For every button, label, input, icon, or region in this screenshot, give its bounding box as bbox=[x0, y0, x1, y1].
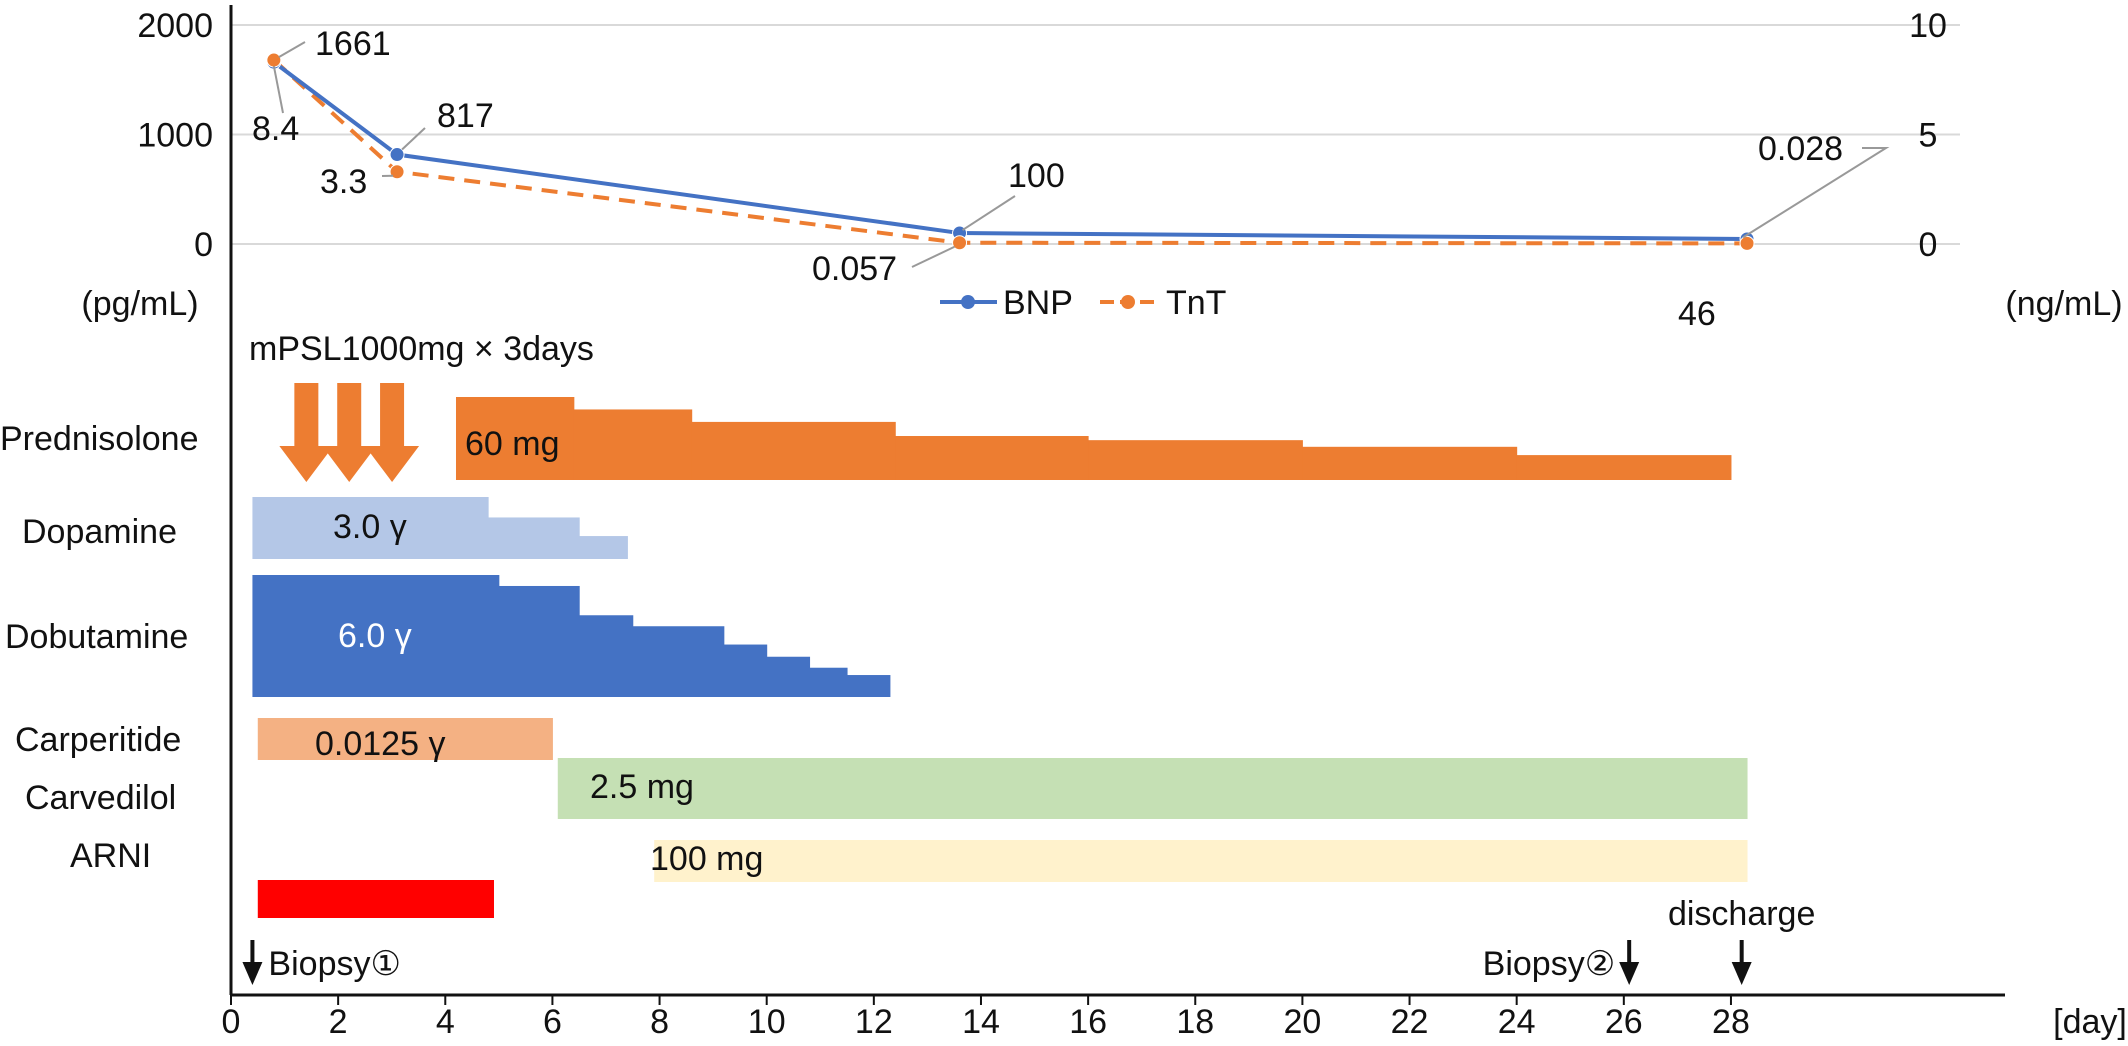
treatment-bar-segment bbox=[257, 880, 494, 918]
leader-line bbox=[1742, 147, 1890, 239]
bnp-point-label: 46 bbox=[1678, 295, 1716, 333]
legend-marker-tnt bbox=[1121, 295, 1135, 309]
x-tick-label: 22 bbox=[1391, 1003, 1429, 1041]
treatment-bar-segment bbox=[654, 840, 1748, 882]
mpsl-pulse-arrow bbox=[365, 383, 420, 482]
treatment-bar-segment bbox=[257, 718, 553, 760]
y-left-tick-label: 0 bbox=[194, 226, 213, 264]
y-right-unit-label: (ng/mL) bbox=[2005, 285, 2122, 323]
treatment-bar-segment bbox=[895, 436, 1089, 480]
treatment-name-label: ARNI bbox=[70, 837, 151, 875]
y-left-tick-label: 1000 bbox=[137, 117, 213, 155]
x-tick-label: 8 bbox=[650, 1003, 669, 1041]
treatment-bar-segment bbox=[1516, 455, 1732, 480]
treatment-name-label: Dobutamine bbox=[5, 618, 188, 656]
event-label: discharge bbox=[1668, 895, 1815, 933]
tnt-point bbox=[266, 52, 282, 68]
treatment-name-label: Carperitide bbox=[15, 721, 181, 759]
treatment-bar-segment bbox=[252, 497, 489, 559]
tnt-point bbox=[952, 235, 968, 251]
treatment-dose-label: 6.0 γ bbox=[338, 617, 412, 655]
bnp-point-label: 817 bbox=[437, 97, 494, 135]
event-label: Biopsy① bbox=[268, 945, 401, 983]
treatment-name-label: Dopamine bbox=[22, 513, 177, 551]
x-tick-label: 28 bbox=[1712, 1003, 1750, 1041]
x-tick-label: 12 bbox=[855, 1003, 893, 1041]
tnt-point bbox=[1739, 235, 1755, 251]
y-right-tick-label: 0 bbox=[1919, 226, 1938, 264]
x-tick-label: 20 bbox=[1283, 1003, 1321, 1041]
series-line-tnt bbox=[272, 58, 1748, 246]
treatment-bar-segment bbox=[1302, 446, 1518, 480]
event-arrow-head bbox=[242, 962, 263, 985]
treatment-bar-segment bbox=[498, 585, 580, 697]
treatment-bar-segment bbox=[766, 656, 811, 697]
leader-line bbox=[911, 245, 955, 268]
chart-marks: 0 2 4 6 8 10 12 14 16 18 20 22 24 26 28 [day]010002000(… bbox=[0, 5, 2127, 1041]
x-tick-label: 0 bbox=[222, 1003, 241, 1041]
x-tick-label: 2 bbox=[329, 1003, 348, 1041]
legend-label-tnt: TnT bbox=[1166, 284, 1226, 322]
treatment-dose-label: 60 mg bbox=[465, 425, 560, 463]
treatment-dose-label: 2.5 mg bbox=[590, 768, 694, 806]
treatment-bar-segment bbox=[632, 626, 725, 697]
tnt-point-label: 0.028 bbox=[1758, 130, 1843, 168]
x-tick-label: 6 bbox=[543, 1003, 562, 1041]
treatment-bar-segment bbox=[573, 409, 693, 480]
bnp-point bbox=[389, 147, 405, 163]
leader-line bbox=[401, 127, 426, 151]
x-tick-label: 16 bbox=[1069, 1003, 1107, 1041]
y-left-tick-label: 2000 bbox=[137, 7, 213, 45]
treatment-bar-segment bbox=[252, 575, 500, 697]
treatment-bar-segment bbox=[723, 644, 768, 697]
series-line-bnp bbox=[272, 60, 1748, 241]
mpsl-pulse-arrow bbox=[279, 383, 334, 482]
mpsl-pulse-arrow bbox=[322, 383, 377, 482]
event-label: Biopsy② bbox=[1483, 945, 1616, 983]
x-tick-label: 24 bbox=[1498, 1003, 1536, 1041]
leader-line bbox=[962, 195, 1016, 231]
treatment-bar-segment bbox=[579, 615, 634, 697]
treatment-bar-segment bbox=[557, 758, 1748, 819]
treatment-bar-segment bbox=[1088, 440, 1303, 480]
treatment-name-label: Prednisolone bbox=[0, 420, 198, 458]
treatment-dose-label: 100 mg bbox=[650, 840, 763, 878]
event-arrow-head bbox=[1619, 962, 1640, 985]
tnt-point-label: 3.3 bbox=[320, 163, 367, 201]
treatment-dose-label: 0.0125 γ bbox=[315, 725, 445, 763]
legend-marker-bnp bbox=[961, 295, 975, 309]
x-axis-label: [day] bbox=[2053, 1003, 2127, 1041]
bnp-point-label: 100 bbox=[1008, 157, 1065, 195]
x-tick-label: 4 bbox=[436, 1003, 455, 1041]
bnp-point-label: 1661 bbox=[315, 25, 391, 63]
tnt-point-label: 8.4 bbox=[252, 110, 299, 148]
y-right-tick-label: 5 bbox=[1919, 117, 1938, 155]
treatment-bar-segment bbox=[579, 536, 628, 559]
x-tick-label: 18 bbox=[1176, 1003, 1214, 1041]
event-arrow-head bbox=[1731, 962, 1752, 985]
treatment-bar-segment bbox=[455, 397, 575, 480]
legend-label-bnp: BNP bbox=[1003, 284, 1073, 322]
x-tick-label: 14 bbox=[962, 1003, 1000, 1041]
treatment-bar-segment bbox=[847, 675, 891, 697]
x-tick-label: 10 bbox=[748, 1003, 786, 1041]
y-left-unit-label: (pg/mL) bbox=[81, 285, 198, 323]
tnt-point bbox=[389, 164, 405, 180]
treatment-bar-segment bbox=[809, 667, 848, 697]
y-right-tick-label: 10 bbox=[1909, 7, 1947, 45]
leader-line bbox=[272, 65, 284, 114]
leader-line bbox=[278, 41, 306, 58]
treatment-name-label: Carvedilol bbox=[25, 779, 176, 817]
treatment-bar-segment bbox=[488, 517, 580, 559]
treatment-dose-label: 3.0 γ bbox=[333, 508, 407, 546]
mpsl-label: mPSL1000mg × 3days bbox=[249, 330, 594, 368]
treatment-bar-segment bbox=[691, 421, 896, 480]
tnt-point-label: 0.057 bbox=[812, 250, 897, 288]
x-tick-label: 26 bbox=[1605, 1003, 1643, 1041]
